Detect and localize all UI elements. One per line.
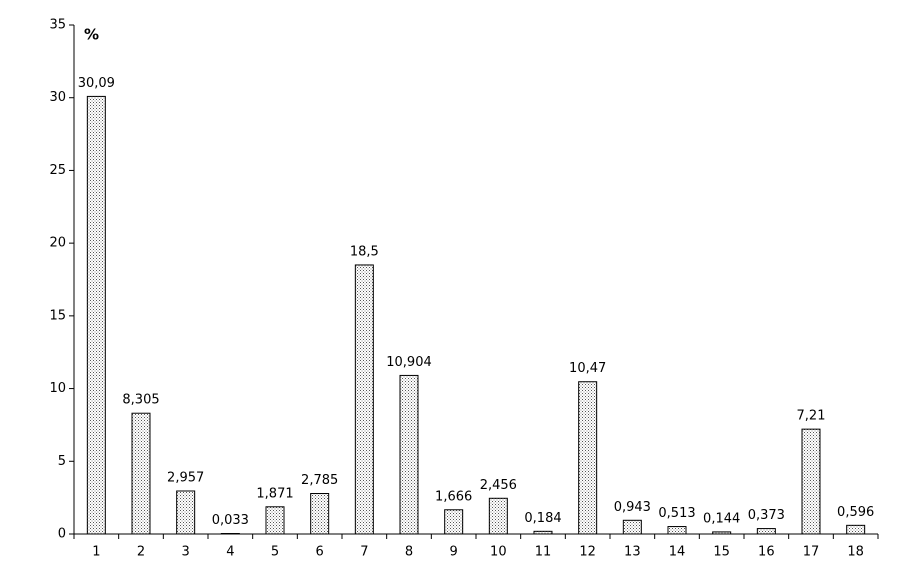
x-tick-label: 17 (803, 545, 820, 560)
y-axis-label: % (84, 26, 99, 44)
x-tick-label: 3 (182, 545, 190, 560)
y-tick-label: 30 (49, 90, 66, 105)
bar (489, 498, 507, 534)
bar (534, 531, 552, 534)
x-tick-label: 10 (490, 545, 507, 560)
x-tick-label: 5 (271, 545, 279, 560)
value-label: 10,47 (569, 361, 606, 376)
bar (579, 382, 597, 534)
value-label: 7,21 (797, 409, 826, 424)
x-tick-label: 18 (847, 545, 864, 560)
value-label: 10,904 (386, 355, 432, 370)
bar (132, 413, 150, 534)
bar (177, 491, 195, 534)
value-label: 2,456 (480, 478, 517, 493)
bar (266, 507, 284, 534)
value-label: 2,957 (167, 470, 204, 485)
x-tick-label: 7 (360, 545, 368, 560)
x-tick-label: 1 (92, 545, 100, 560)
x-tick-label: 15 (713, 545, 730, 560)
value-label: 30,09 (78, 76, 115, 91)
value-label: 0,596 (837, 505, 874, 520)
bar (400, 375, 418, 534)
bar (311, 493, 329, 534)
value-label: 0,943 (614, 500, 651, 515)
y-tick-label: 5 (58, 454, 66, 469)
y-tick-label: 10 (49, 381, 66, 396)
x-tick-label: 14 (669, 545, 686, 560)
y-tick-label: 25 (49, 163, 66, 178)
value-label: 18,5 (350, 244, 379, 259)
y-tick-label: 35 (49, 18, 66, 33)
y-tick-label: 0 (58, 527, 66, 542)
bar (355, 265, 373, 534)
y-tick-label: 15 (49, 308, 66, 323)
x-tick-label: 11 (535, 545, 552, 560)
bar (713, 532, 731, 534)
bar (668, 527, 686, 534)
x-tick-label: 9 (450, 545, 458, 560)
value-label: 1,871 (256, 486, 293, 501)
y-tick-label: 20 (49, 236, 66, 251)
x-tick-label: 2 (137, 545, 145, 560)
value-label: 1,666 (435, 489, 472, 504)
x-tick-label: 12 (579, 545, 596, 560)
value-label: 0,184 (524, 511, 561, 526)
value-label: 0,144 (703, 511, 740, 526)
bar (802, 429, 820, 534)
x-tick-label: 6 (316, 545, 324, 560)
value-label: 8,305 (122, 393, 159, 408)
value-label: 0,033 (212, 513, 249, 528)
x-tick-label: 13 (624, 545, 641, 560)
value-label: 0,513 (658, 506, 695, 521)
bar (847, 525, 865, 534)
bar (87, 96, 105, 534)
bar (623, 520, 641, 534)
bar (757, 529, 775, 534)
bar (445, 510, 463, 534)
x-tick-label: 8 (405, 545, 413, 560)
x-tick-label: 16 (758, 545, 775, 560)
value-label: 2,785 (301, 473, 338, 488)
value-label: 0,373 (748, 508, 785, 523)
x-tick-label: 4 (226, 545, 234, 560)
